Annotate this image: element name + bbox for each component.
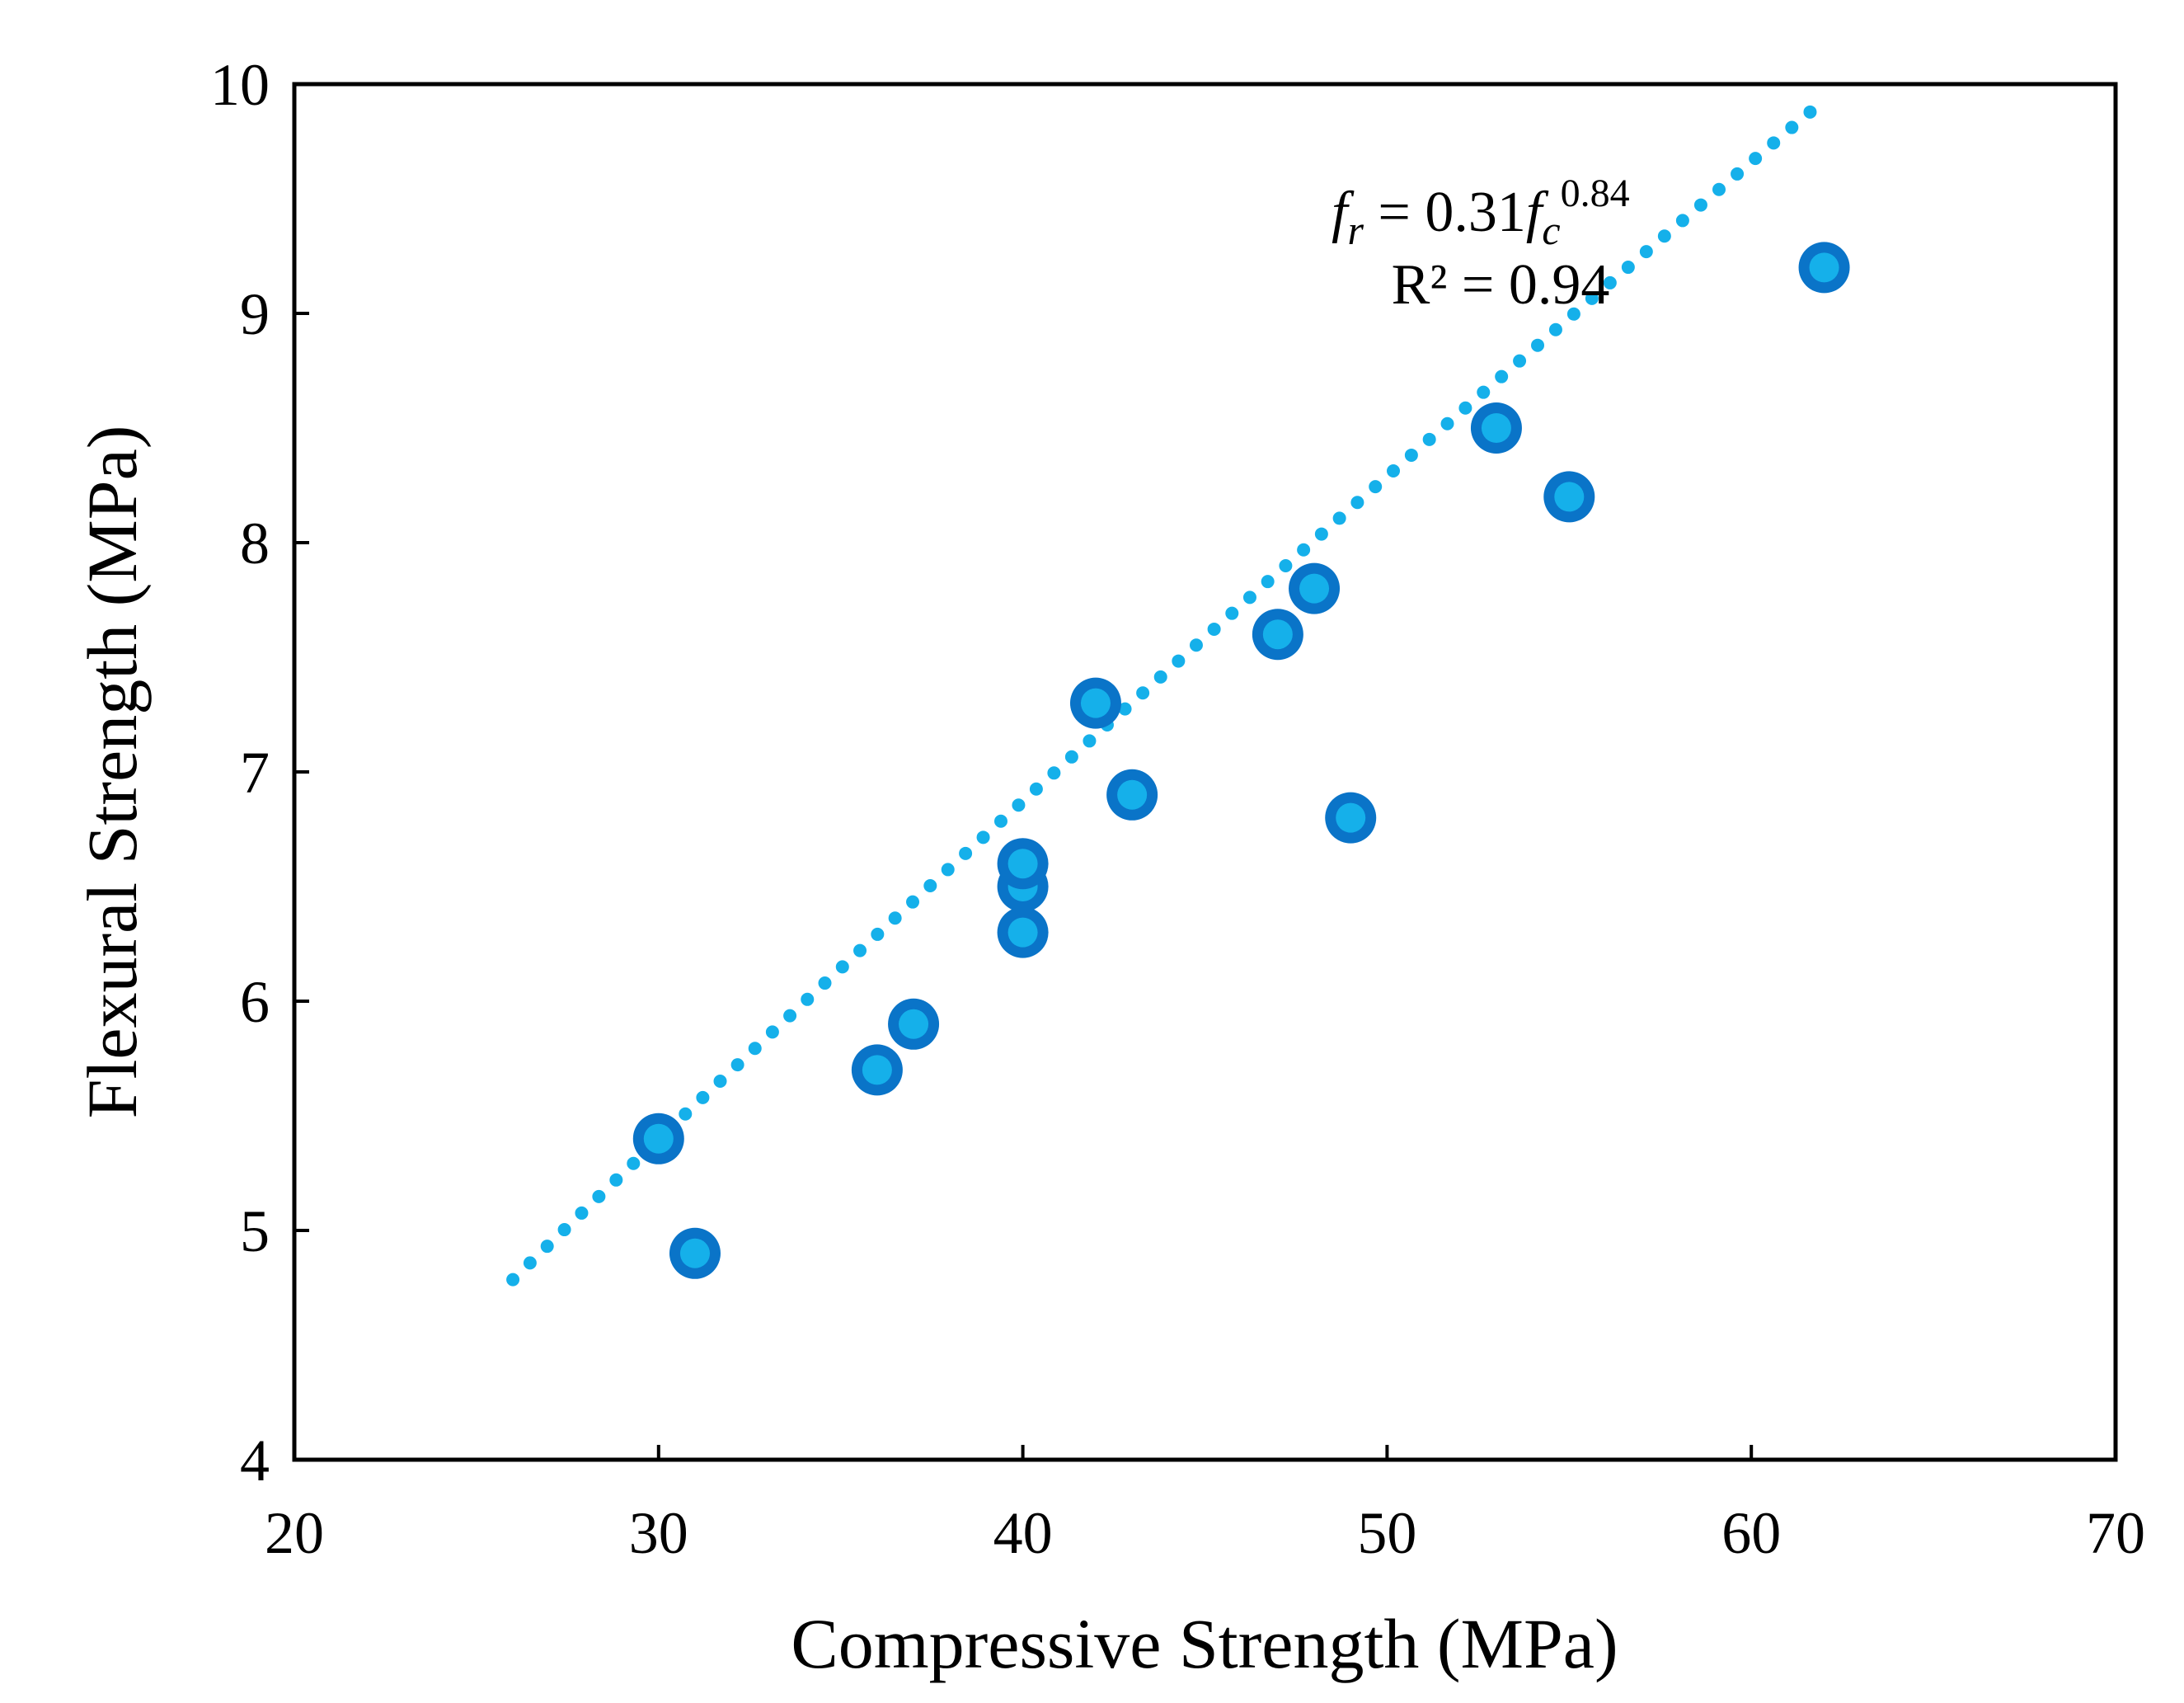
- y-tick-label: 10: [210, 52, 270, 118]
- x-axis-title: Compressive Strength (MPa): [791, 1604, 1618, 1683]
- data-point-inner: [899, 1009, 929, 1039]
- y-axis-ticks: 4 5 6 7 8 9 10: [210, 52, 309, 1494]
- data-point: [997, 906, 1049, 958]
- data-point: [1543, 471, 1595, 523]
- data-point: [1069, 677, 1121, 729]
- data-point: [632, 1113, 684, 1164]
- y-tick-label: 9: [240, 281, 270, 347]
- y-tick-label: 6: [240, 969, 270, 1035]
- data-point: [888, 998, 940, 1050]
- trendline-equation: fr = 0.31fc0.84: [1332, 172, 1630, 253]
- r-squared-label: R² = 0.94: [1392, 253, 1610, 317]
- equation-lhs-subscript: r: [1347, 207, 1364, 253]
- data-point-inner: [1809, 252, 1839, 283]
- data-point-inner: [679, 1238, 710, 1268]
- data-point: [1325, 792, 1377, 844]
- y-tick-label: 4: [240, 1428, 270, 1494]
- data-point-inner: [1481, 413, 1511, 443]
- data-point: [1470, 402, 1522, 454]
- plot-area-frame: [292, 82, 2118, 1462]
- x-tick-label: 70: [2086, 1500, 2145, 1566]
- y-tick-label: 5: [240, 1198, 270, 1264]
- x-tick-label: 50: [1357, 1500, 1416, 1566]
- equation-rhs-subscript: c: [1542, 207, 1560, 253]
- y-axis-title: Flexural Strength (MPa): [73, 426, 152, 1119]
- data-point-inner: [1007, 917, 1038, 948]
- x-tick-label: 60: [1721, 1500, 1781, 1566]
- data-point: [1106, 769, 1158, 821]
- data-point-inner: [1299, 573, 1330, 604]
- y-tick-label: 7: [240, 740, 270, 806]
- data-point-inner: [1336, 802, 1366, 833]
- data-point: [851, 1044, 903, 1096]
- data-point-inner: [643, 1123, 674, 1154]
- data-point-inner: [1080, 688, 1111, 718]
- x-tick-label: 20: [265, 1500, 324, 1566]
- data-point: [1252, 609, 1303, 661]
- data-point-inner: [1262, 619, 1293, 650]
- data-points: [632, 242, 1850, 1279]
- trendline-path: [506, 93, 1831, 1287]
- data-point: [997, 838, 1049, 890]
- equation-exponent: 0.84: [1561, 172, 1630, 215]
- equation-coefficient: = 0.31: [1364, 181, 1526, 244]
- data-point-inner: [1007, 849, 1038, 879]
- data-point: [1798, 242, 1850, 294]
- data-point: [669, 1227, 721, 1279]
- y-tick-label: 8: [240, 510, 270, 576]
- x-tick-label: 30: [629, 1500, 688, 1566]
- x-tick-label: 40: [993, 1500, 1053, 1566]
- power-trendline: [506, 93, 1831, 1287]
- data-point: [1289, 562, 1341, 614]
- x-axis-ticks: 20 30 40 50 60 70: [265, 1445, 2145, 1566]
- data-point-inner: [862, 1055, 892, 1085]
- data-point-inner: [1117, 779, 1148, 810]
- data-point-inner: [1554, 482, 1585, 512]
